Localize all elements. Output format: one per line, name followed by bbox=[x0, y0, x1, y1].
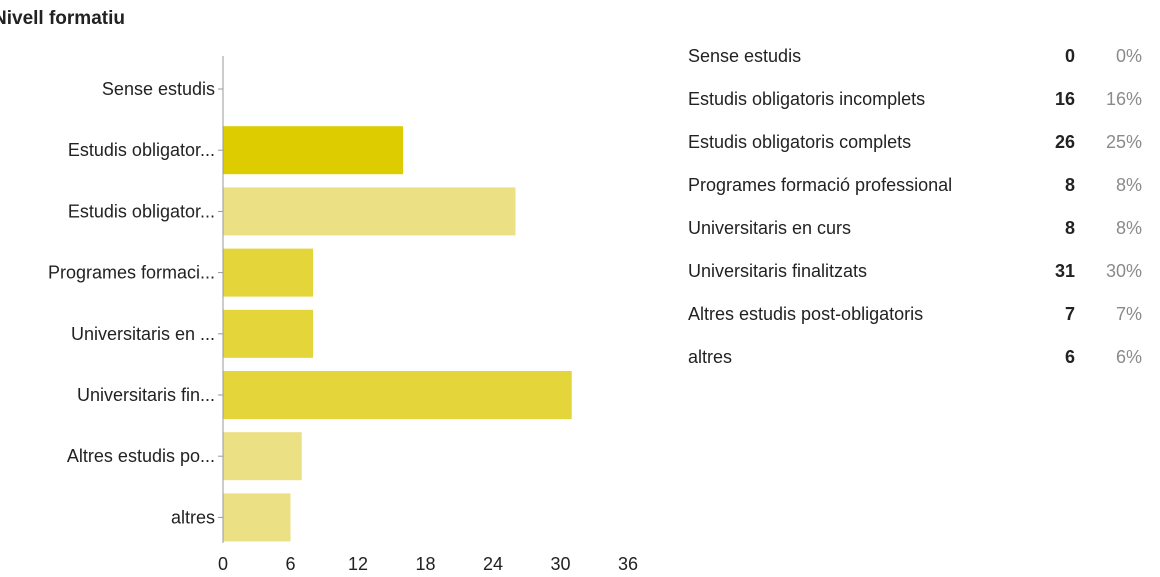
summary-pct: 6% bbox=[1115, 347, 1142, 367]
bar-chart: Sense estudis Estudis obligator... Estudis… bbox=[48, 56, 638, 574]
summary-pct: 30% bbox=[1105, 261, 1142, 281]
bar-2 bbox=[223, 187, 516, 236]
summary-row-2: Estudis obligatoris complets 26 25% bbox=[688, 121, 1142, 164]
summary-pct: 25% bbox=[1105, 132, 1142, 152]
summary-pct: 0% bbox=[1115, 46, 1142, 66]
summary-count: 0 bbox=[1064, 46, 1075, 66]
summary-pct: 16% bbox=[1105, 89, 1142, 109]
x-tick-label-2: 12 bbox=[348, 554, 368, 574]
category-label-7: altres bbox=[171, 507, 215, 527]
category-label-2: Estudis obligator... bbox=[68, 201, 215, 221]
summary-row-1: Estudis obligatoris incomplets 16 16% bbox=[688, 78, 1142, 121]
summary-label: Universitaris en curs bbox=[688, 218, 852, 238]
summary-label: Estudis obligatoris complets bbox=[688, 132, 912, 152]
summary-table: Sense estudis 0 0% Estudis obligatoris inco… bbox=[688, 35, 1142, 379]
summary-table-body: Sense estudis 0 0% Estudis obligatoris inco… bbox=[688, 35, 1142, 379]
summary-row-5: Universitaris finalitzats 31 30% bbox=[688, 250, 1142, 293]
category-label-3: Programes formaci... bbox=[48, 263, 215, 283]
summary-label: Universitaris finalitzats bbox=[688, 261, 868, 281]
summary-count: 16 bbox=[1054, 89, 1075, 109]
summary-count: 26 bbox=[1054, 132, 1075, 152]
summary-count: 8 bbox=[1064, 175, 1075, 195]
summary-pct: 8% bbox=[1115, 218, 1142, 238]
summary-count: 7 bbox=[1064, 304, 1075, 324]
category-label-4: Universitaris en ... bbox=[71, 324, 215, 344]
x-tick-label-5: 30 bbox=[550, 554, 570, 574]
summary-label: Estudis obligatoris incomplets bbox=[688, 89, 926, 109]
bar-4 bbox=[223, 309, 313, 358]
summary-label: altres bbox=[688, 347, 733, 367]
summary-count: 31 bbox=[1054, 261, 1075, 281]
category-label-5: Universitaris fin... bbox=[77, 385, 215, 405]
bar-1 bbox=[223, 126, 403, 175]
category-label-1: Estudis obligator... bbox=[68, 140, 215, 160]
summary-row-6: Altres estudis post-obligatoris 7 7% bbox=[688, 293, 1142, 336]
x-tick-label-4: 24 bbox=[483, 554, 503, 574]
bar-3 bbox=[223, 248, 313, 297]
summary-pct: 7% bbox=[1115, 304, 1142, 324]
summary-row-7: altres 6 6% bbox=[688, 336, 1142, 379]
bar-7 bbox=[223, 493, 291, 542]
summary-row-4: Universitaris en curs 8 8% bbox=[688, 207, 1142, 250]
chart-title: Nivell formatiu bbox=[0, 8, 125, 29]
x-tick-label-3: 18 bbox=[415, 554, 435, 574]
summary-row-3: Programes formació professional 8 8% bbox=[688, 164, 1142, 207]
summary-label: Programes formació professional bbox=[688, 175, 953, 195]
category-label-0: Sense estudis bbox=[102, 79, 215, 99]
summary-count: 6 bbox=[1064, 347, 1075, 367]
summary-pct: 8% bbox=[1115, 175, 1142, 195]
x-tick-label-0: 0 bbox=[218, 554, 228, 574]
summary-label: Sense estudis bbox=[688, 46, 802, 66]
x-tick-label-6: 36 bbox=[618, 554, 638, 574]
summary-row-0: Sense estudis 0 0% bbox=[688, 35, 1142, 78]
category-label-6: Altres estudis po... bbox=[67, 446, 215, 466]
summary-label: Altres estudis post-obligatoris bbox=[688, 304, 924, 324]
bar-5 bbox=[223, 371, 572, 419]
x-tick-label-1: 6 bbox=[285, 554, 295, 574]
bar-6 bbox=[223, 432, 302, 481]
summary-count: 8 bbox=[1064, 218, 1075, 238]
